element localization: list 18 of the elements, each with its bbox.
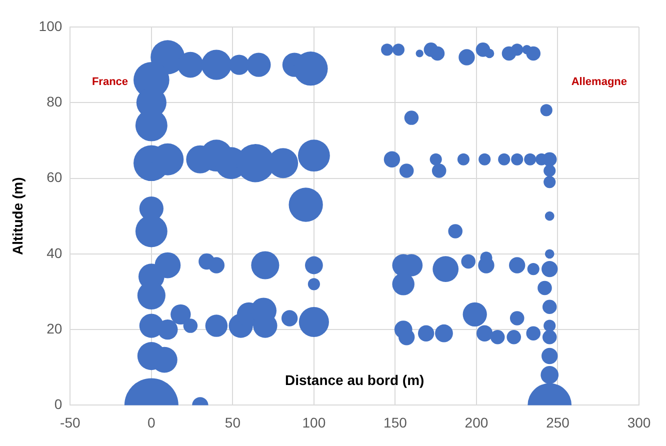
y-tick-label: 100 [38, 18, 62, 34]
y-tick-label: 60 [46, 169, 62, 186]
x-tick-label: 150 [384, 414, 408, 430]
x-tick-label: 300 [627, 414, 651, 430]
y-tick-label: 0 [54, 396, 62, 412]
x-axis-title: Distance au bord (m) [284, 372, 424, 388]
x-tick-label: 200 [464, 414, 488, 430]
annotation: Allemagne [571, 76, 627, 88]
y-axis-title: Altitude (m) [9, 177, 26, 255]
y-tick-label: 20 [46, 320, 62, 336]
y-tick-label: 80 [46, 94, 62, 110]
x-tick-label: -50 [60, 414, 80, 430]
x-tick-label: 100 [302, 414, 326, 430]
x-tick-label: 0 [148, 414, 156, 430]
y-tick-label: 40 [46, 244, 62, 261]
annotation: France [92, 76, 128, 88]
x-tick-label: 250 [546, 414, 570, 430]
x-tick-label: 50 [224, 414, 241, 430]
